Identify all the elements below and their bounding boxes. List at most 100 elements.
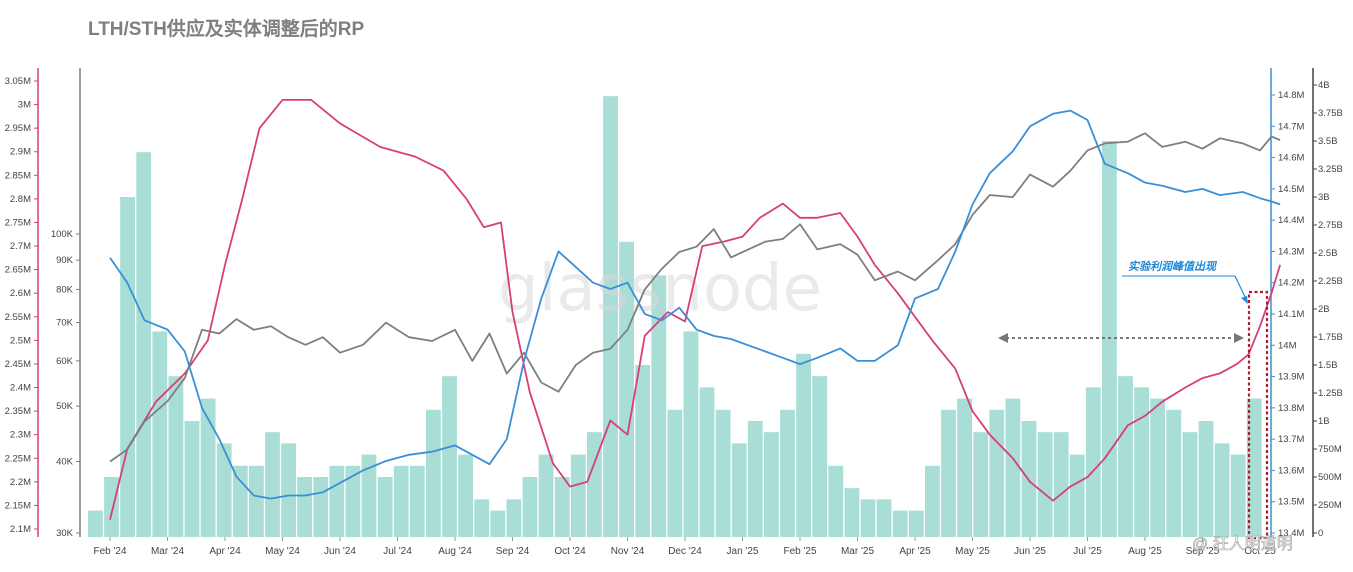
- volume-bar: [796, 353, 811, 537]
- right-inner-tick-label: 14.4M: [1278, 215, 1304, 226]
- left-outer-tick-label: 2.3M: [10, 430, 31, 441]
- series-line-left_inner: [109, 132, 1281, 463]
- volume-bar: [1118, 376, 1133, 537]
- annotations: 实验利润峰值出现: [998, 260, 1269, 540]
- x-tick-label: Jun '24: [324, 546, 356, 557]
- volume-bar: [426, 409, 441, 537]
- chart-title: LTH/STH供应及实体调整后的RP: [88, 19, 365, 40]
- right-inner-tick-label: 14.8M: [1278, 90, 1304, 101]
- right-outer-tick-label: 1.75B: [1318, 332, 1343, 343]
- right-outer-tick-label: 2B: [1318, 304, 1330, 315]
- volume-bar: [216, 443, 232, 537]
- right-inner-tick-label: 13.7M: [1278, 434, 1304, 445]
- volume-bar: [458, 454, 473, 537]
- volume-bar: [667, 409, 683, 537]
- volume-bar: [506, 499, 522, 537]
- volume-bar: [265, 432, 280, 537]
- x-tick-label: Sep '24: [496, 546, 530, 557]
- volume-bar: [1053, 432, 1069, 537]
- x-tick-label: Jul '24: [383, 546, 412, 557]
- volume-bar: [297, 477, 312, 537]
- left-outer-tick-label: 2.6M: [10, 288, 31, 299]
- left-outer-tick-label: 2.45M: [5, 359, 31, 370]
- volume-bar: [828, 465, 844, 537]
- volume-bar: [635, 365, 651, 537]
- volume-bar: [1085, 387, 1101, 537]
- volume-bar: [184, 421, 200, 537]
- right-inner-tick-label: 14.7M: [1278, 121, 1304, 132]
- right-inner-tick-label: 14.1M: [1278, 309, 1304, 320]
- volume-bar: [232, 465, 248, 537]
- x-tick-label: Mar '25: [841, 546, 874, 557]
- left-outer-tick-label: 2.25M: [5, 453, 31, 464]
- volume-bar: [941, 409, 956, 537]
- left-outer-tick-label: 2.15M: [5, 500, 31, 511]
- volume-bar: [651, 275, 667, 537]
- volume-bar: [699, 387, 715, 537]
- left-inner-tick-label: 90K: [56, 255, 74, 266]
- left-outer-tick-label: 2.35M: [5, 406, 31, 417]
- right-inner-tick-label: 13.8M: [1278, 403, 1304, 414]
- volume-bar: [715, 409, 731, 537]
- right-outer-tick-label: 1.25B: [1318, 388, 1343, 399]
- left-inner-tick-label: 40K: [56, 457, 74, 468]
- x-tick-label: May '25: [955, 546, 990, 557]
- volume-bar: [1069, 454, 1085, 537]
- axes: 2.1M 2.15M 2.2M 2.25M 2.3M 2.35M 2.4M 2.45M 2.5M…: [5, 68, 1343, 539]
- volume-bar: [1214, 443, 1230, 537]
- volume-bar: [1246, 398, 1262, 537]
- volume-bar: [361, 454, 377, 537]
- right-outer-tick-label: 3.5B: [1318, 136, 1338, 147]
- left-outer-tick-label: 2.85M: [5, 170, 31, 181]
- volume-bar: [603, 96, 618, 537]
- volume-bar: [249, 465, 264, 537]
- right-inner-tick-label: 14M: [1278, 340, 1297, 351]
- x-tick-label: May '24: [265, 546, 300, 557]
- volume-bar: [683, 331, 699, 537]
- left-inner-tick-label: 80K: [56, 284, 74, 295]
- x-tick-label: Apr '24: [209, 546, 241, 557]
- right-inner-tick-label: 13.9M: [1278, 372, 1304, 383]
- volume-bar: [1166, 409, 1182, 537]
- right-outer-tick-label: 0: [1318, 528, 1323, 539]
- left-inner-tick-label: 100K: [51, 229, 74, 240]
- volume-bar: [1182, 432, 1198, 537]
- volume-bar: [120, 197, 135, 537]
- right-inner-tick-label: 13.4M: [1278, 528, 1304, 539]
- x-tick-label: Nov '24: [611, 546, 645, 557]
- annotation-label: 实验利润峰值出现: [1128, 260, 1218, 273]
- volume-bars: [88, 96, 1262, 538]
- right-outer-tick-label: 3B: [1318, 192, 1330, 203]
- volume-bar: [989, 409, 1005, 537]
- x-tick-label: Mar '24: [151, 546, 184, 557]
- volume-bar: [587, 432, 602, 537]
- volume-bar: [554, 477, 570, 537]
- volume-bar: [780, 409, 795, 537]
- annotation-pointer-head: [1241, 296, 1248, 304]
- volume-bar: [329, 465, 345, 537]
- right-inner-tick-label: 14.2M: [1278, 278, 1304, 289]
- right-outer-tick-label: 3.75B: [1318, 108, 1343, 119]
- left-outer-tick-label: 3.05M: [5, 76, 31, 87]
- volume-bar: [844, 488, 860, 537]
- volume-bar: [1150, 398, 1166, 537]
- right-outer-tick-label: 4B: [1318, 80, 1330, 91]
- x-tick-label: Apr '25: [899, 546, 931, 557]
- right-inner-tick-label: 14.5M: [1278, 184, 1304, 195]
- volume-bar: [1005, 398, 1021, 537]
- volume-bar: [1037, 432, 1053, 537]
- right-outer-tick-label: 500M: [1318, 472, 1342, 483]
- x-axis: Feb '24 Mar '24 Apr '24 May '24 Jun '24 Jul '…: [93, 537, 1276, 557]
- volume-bar: [377, 477, 393, 537]
- right-outer-tick-label: 2.5B: [1318, 248, 1338, 259]
- series-lines: [109, 99, 1281, 520]
- volume-bar: [168, 376, 184, 537]
- left-outer-tick-label: 2.8M: [10, 194, 31, 205]
- left-outer-tick-label: 2.65M: [5, 265, 31, 276]
- right-inner-tick-label: 13.6M: [1278, 465, 1304, 476]
- left-inner-tick-label: 60K: [56, 356, 74, 367]
- left-outer-tick-label: 2.5M: [10, 335, 31, 346]
- left-inner-tick-label: 50K: [56, 401, 74, 412]
- volume-bar: [957, 398, 972, 537]
